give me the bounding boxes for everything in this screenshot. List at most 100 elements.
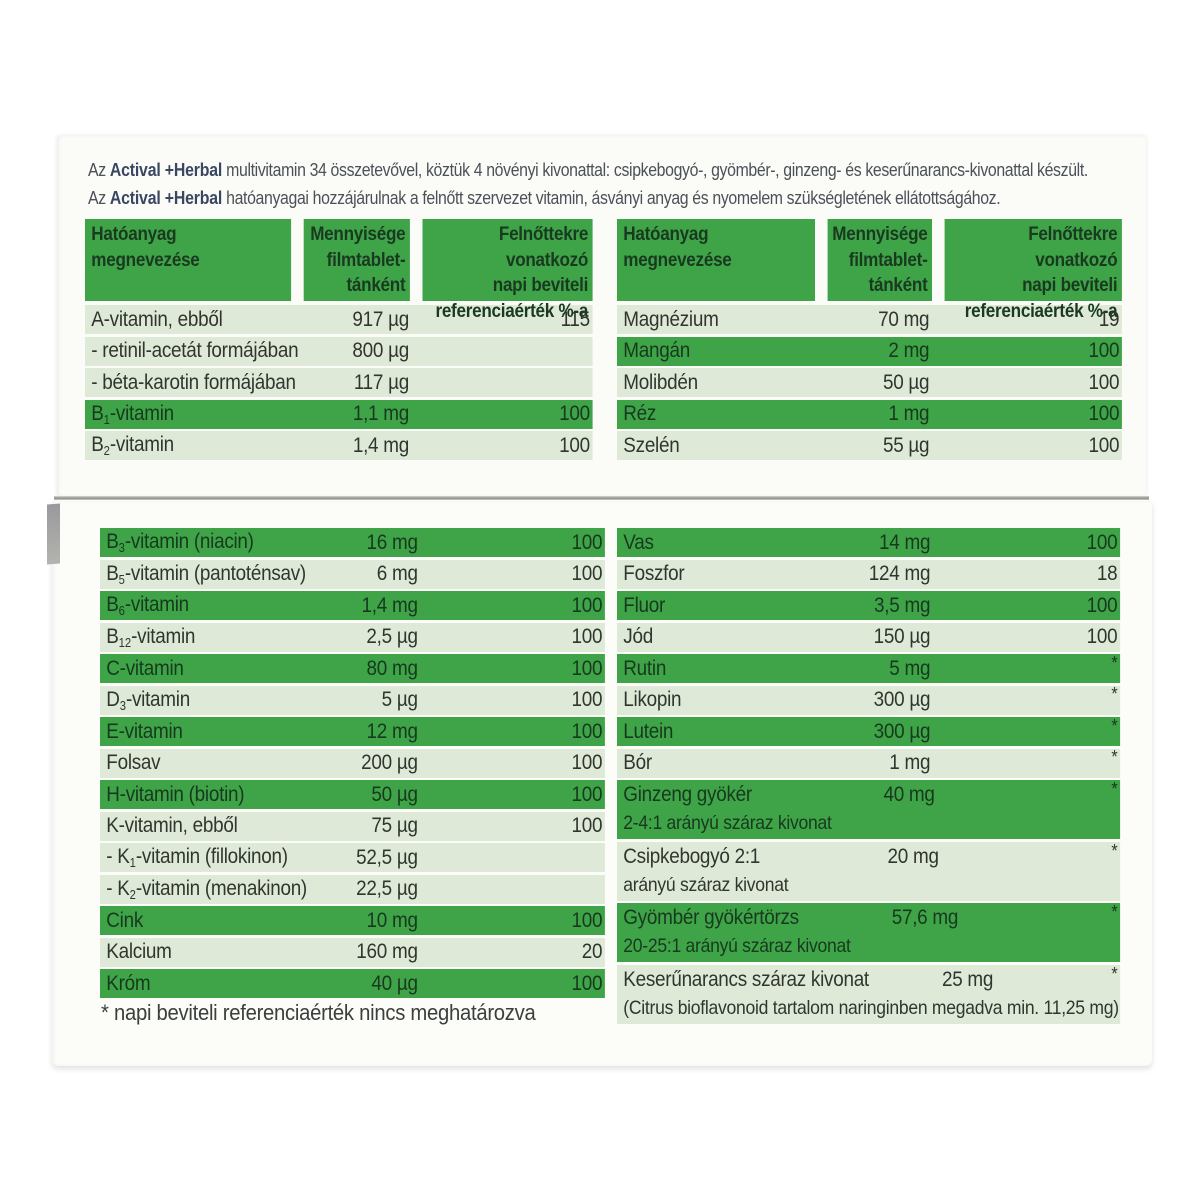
ingredient-amount: 80 mg xyxy=(366,656,418,680)
ingredient-name: H-vitamin (biotin) xyxy=(106,782,245,806)
ingredient-reference: 100 xyxy=(571,530,603,554)
asterisk-mark: * xyxy=(1111,652,1118,673)
ingredient-amount: 117 µg xyxy=(353,370,409,394)
ingredient-name: E-vitamin xyxy=(106,719,183,743)
ingredient-name: Cink xyxy=(106,908,144,932)
ingredient-amount: 1,4 mg xyxy=(352,433,409,457)
ingredient-reference: 100 xyxy=(571,656,603,680)
box-seam xyxy=(54,496,1149,500)
table-row: Szelén 55 µg 100 xyxy=(617,431,1122,460)
table-row: Vas 14 mg 100 xyxy=(617,528,1121,557)
nutrition-table-bottom-left: B3-vitamin (niacin) 16 mg 100 B5-vitamin (p… xyxy=(100,528,605,1001)
table-row: Rutin 5 mg * xyxy=(617,652,1121,683)
table-header: Hatóanyag megnevezése Mennyisége filmtab… xyxy=(85,219,593,322)
ingredient-reference: 100 xyxy=(571,751,603,774)
asterisk-mark: * xyxy=(1111,779,1118,799)
ingredient-name: B5-vitamin (pantoténsav) xyxy=(106,561,306,587)
table-row: Réz 1 mg 100 xyxy=(617,399,1122,429)
ingredient-detail-line: 20-25:1 arányú száraz kivonat xyxy=(623,935,851,957)
ingredient-amount: 3,5 mg xyxy=(874,593,931,617)
table-row: - K1-vitamin (fillokinon) 52,5 µg xyxy=(100,843,605,872)
ingredient-name: Mangán xyxy=(623,339,690,362)
ingredient-reference: * xyxy=(993,964,1120,992)
ingredient-amount: 70 mg xyxy=(878,307,930,331)
ingredient-name: Szelén xyxy=(623,433,680,457)
ingredient-amount: 150 µg xyxy=(873,625,931,648)
table-row: Cink 10 mg 100 xyxy=(100,906,605,935)
asterisk-mark: * xyxy=(1111,902,1118,922)
row-main-line: Gyömbér gyökértörzs 57,6 mg * xyxy=(617,902,1120,933)
intro-line-2: Az Actival +Herbal hatóanyagai hozzájáru… xyxy=(88,187,1001,208)
nutrition-table-top-right: Hatóanyag megnevezése Mennyisége filmtab… xyxy=(617,219,1122,463)
ingredient-reference: * xyxy=(930,684,1120,712)
table-row: K-vitamin, ebből 75 µg 100 xyxy=(100,811,605,841)
ingredient-name: - K2-vitamin (menakinon) xyxy=(106,876,307,902)
ingredient-reference: 100 xyxy=(571,971,603,995)
ingredient-reference: 100 xyxy=(1088,433,1120,457)
table-row: B1-vitamin 1,1 mg 100 xyxy=(85,399,593,429)
nutrition-table-top-left: Hatóanyag megnevezése Mennyisége filmtab… xyxy=(85,219,593,463)
ingredient-amount: 20 mg xyxy=(887,844,939,868)
ingredient-reference: 115 xyxy=(560,307,591,331)
ingredient-amount: 917 µg xyxy=(352,307,409,331)
table-row: Molibdén 50 µg 100 xyxy=(617,368,1122,397)
ingredient-name: Magnézium xyxy=(623,307,719,331)
ingredient-name: Lutein xyxy=(623,719,674,743)
ingredient-reference: * xyxy=(930,747,1120,775)
intro-text: Az Actival +Herbal multivitamin 34 össze… xyxy=(88,157,1126,212)
ingredient-amount: 40 mg xyxy=(883,783,935,806)
ingredient-amount: 124 mg xyxy=(868,562,931,585)
asterisk-mark: * xyxy=(1111,747,1118,767)
ingredient-name: Bór xyxy=(623,751,652,774)
header-col-amount: Mennyisége filmtablet- tánként xyxy=(303,219,410,301)
table-row: D3-vitamin 5 µg 100 xyxy=(100,685,605,715)
ingredient-reference: 100 xyxy=(571,908,603,932)
ingredient-reference: 100 xyxy=(1086,593,1118,617)
asterisk-mark: * xyxy=(1111,840,1118,861)
asterisk-mark: * xyxy=(1111,684,1118,704)
ingredient-name: B12-vitamin xyxy=(106,624,196,650)
table-rows: A-vitamin, ebből 917 µg 115 - retinil-acetá… xyxy=(85,305,593,460)
header-col-reference: Felnőttekre vonatkozó napi beviteli refe… xyxy=(944,219,1122,322)
ingredient-reference: 19 xyxy=(1098,307,1120,331)
table-row: B6-vitamin 1,4 mg 100 xyxy=(100,591,605,620)
ingredient-reference: 100 xyxy=(1086,530,1118,554)
ingredient-amount: 12 mg xyxy=(366,719,418,743)
ingredient-name: - béta-karotin formájában xyxy=(91,370,296,394)
ingredient-reference: * xyxy=(935,779,1120,807)
table-row: Kalcium 160 mg 20 xyxy=(100,937,605,967)
row-main-line: Ginzeng gyökér 40 mg * xyxy=(617,779,1120,810)
table-row: Mangán 2 mg 100 xyxy=(617,336,1122,366)
table-row: B5-vitamin (pantoténsav) 6 mg 100 xyxy=(100,559,605,589)
table-row: Fluor 3,5 mg 100 xyxy=(617,591,1121,620)
ingredient-reference: 100 xyxy=(571,688,603,711)
ingredient-amount: 160 mg xyxy=(356,940,418,963)
ingredient-name: Fluor xyxy=(623,593,666,617)
table-row: Ginzeng gyökér 40 mg * 2-4:1 arányú száraz … xyxy=(617,779,1121,839)
header-col-amount: Mennyisége filmtablet- tánként xyxy=(827,219,932,301)
ingredient-name: Keserűnarancs száraz kivonat xyxy=(623,967,869,991)
table-row: - béta-karotin formájában 117 µg xyxy=(85,368,593,397)
ingredient-detail-line: arányú száraz kivonat xyxy=(623,873,789,896)
table-row: Bór 1 mg * xyxy=(617,747,1121,778)
table-row: C-vitamin 80 mg 100 xyxy=(100,654,605,683)
table-row: Króm 40 µg 100 xyxy=(100,969,605,998)
ingredient-name: Vas xyxy=(623,530,654,554)
ingredient-amount: 6 mg xyxy=(376,562,418,585)
ingredient-amount: 300 µg xyxy=(873,688,931,711)
ingredient-amount: 1,1 mg xyxy=(352,402,409,425)
ingredient-amount: 200 µg xyxy=(361,751,418,774)
table-row: Csipkebogyó 2:1 20 mg * arányú száraz kivon… xyxy=(617,840,1121,901)
ingredient-name: Jód xyxy=(623,625,653,648)
ingredient-reference: 100 xyxy=(571,625,603,648)
ingredient-name: Likopin xyxy=(623,688,682,711)
ingredient-amount: 5 µg xyxy=(381,688,418,711)
ingredient-name: Kalcium xyxy=(106,940,172,963)
table-row: A-vitamin, ebből 917 µg 115 xyxy=(85,305,593,334)
ingredient-detail-line: 2-4:1 arányú száraz kivonat xyxy=(623,812,832,834)
ingredient-amount: 5 mg xyxy=(889,656,931,680)
ingredient-reference: 100 xyxy=(571,719,603,743)
table-row: E-vitamin 12 mg 100 xyxy=(100,717,605,746)
ingredient-amount: 55 µg xyxy=(882,433,930,457)
